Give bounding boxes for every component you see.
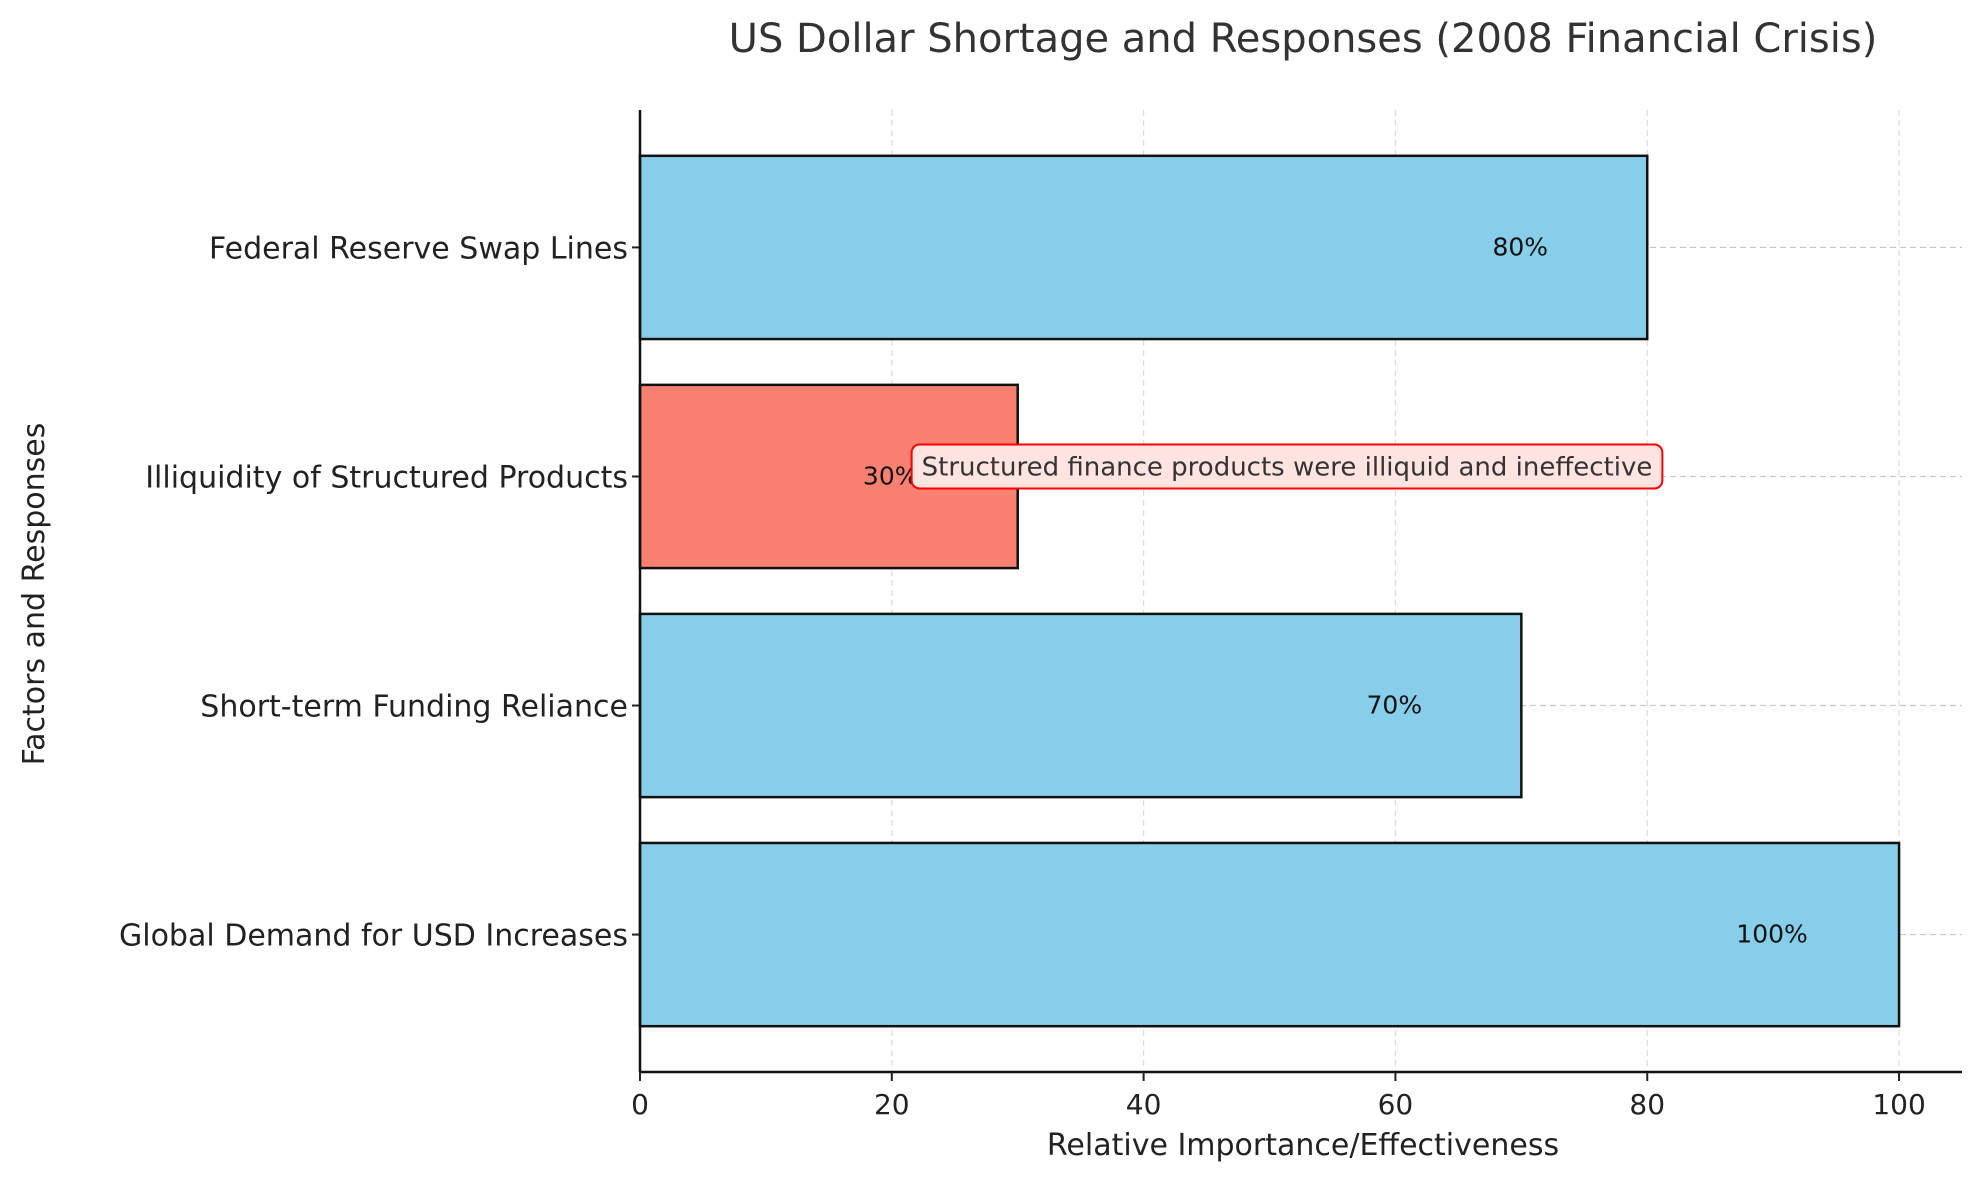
- x-tick-label: 20: [874, 1088, 910, 1121]
- bar: [638, 841, 1901, 1028]
- bar: [638, 612, 1523, 799]
- value-label: 100%: [1736, 920, 1807, 949]
- y-tick-label: Illiquidity of Structured Products: [145, 460, 628, 495]
- x-axis-label: Relative Importance/Effectiveness: [1047, 1128, 1559, 1163]
- bars: [638, 154, 1901, 1028]
- value-label: 30%: [863, 461, 919, 490]
- y-tick-label: Federal Reserve Swap Lines: [209, 231, 628, 266]
- value-label: 70%: [1367, 691, 1423, 720]
- x-tick-label: 100: [1872, 1088, 1925, 1121]
- x-tick-label: 80: [1629, 1088, 1665, 1121]
- annotation-text: Structured finance products were illiqui…: [922, 452, 1653, 482]
- y-axis-label: Factors and Responses: [17, 423, 52, 766]
- value-label: 80%: [1492, 232, 1548, 261]
- value-labels: 100% 70% 30% 80%: [863, 232, 1808, 948]
- y-tick-label: Global Demand for USD Increases: [119, 919, 628, 954]
- x-tick-label: 0: [631, 1088, 649, 1121]
- x-tick-label: 60: [1378, 1088, 1414, 1121]
- chart-title: US Dollar Shortage and Responses (2008 F…: [729, 16, 1878, 62]
- annotation: Structured finance products were illiqui…: [910, 443, 1664, 490]
- y-tick-label: Short-term Funding Reliance: [200, 690, 628, 725]
- annotation-box: [910, 443, 1664, 490]
- axes: Global Demand for USD Increases Short-ter…: [119, 110, 1962, 1121]
- x-tick-label: 40: [1126, 1088, 1162, 1121]
